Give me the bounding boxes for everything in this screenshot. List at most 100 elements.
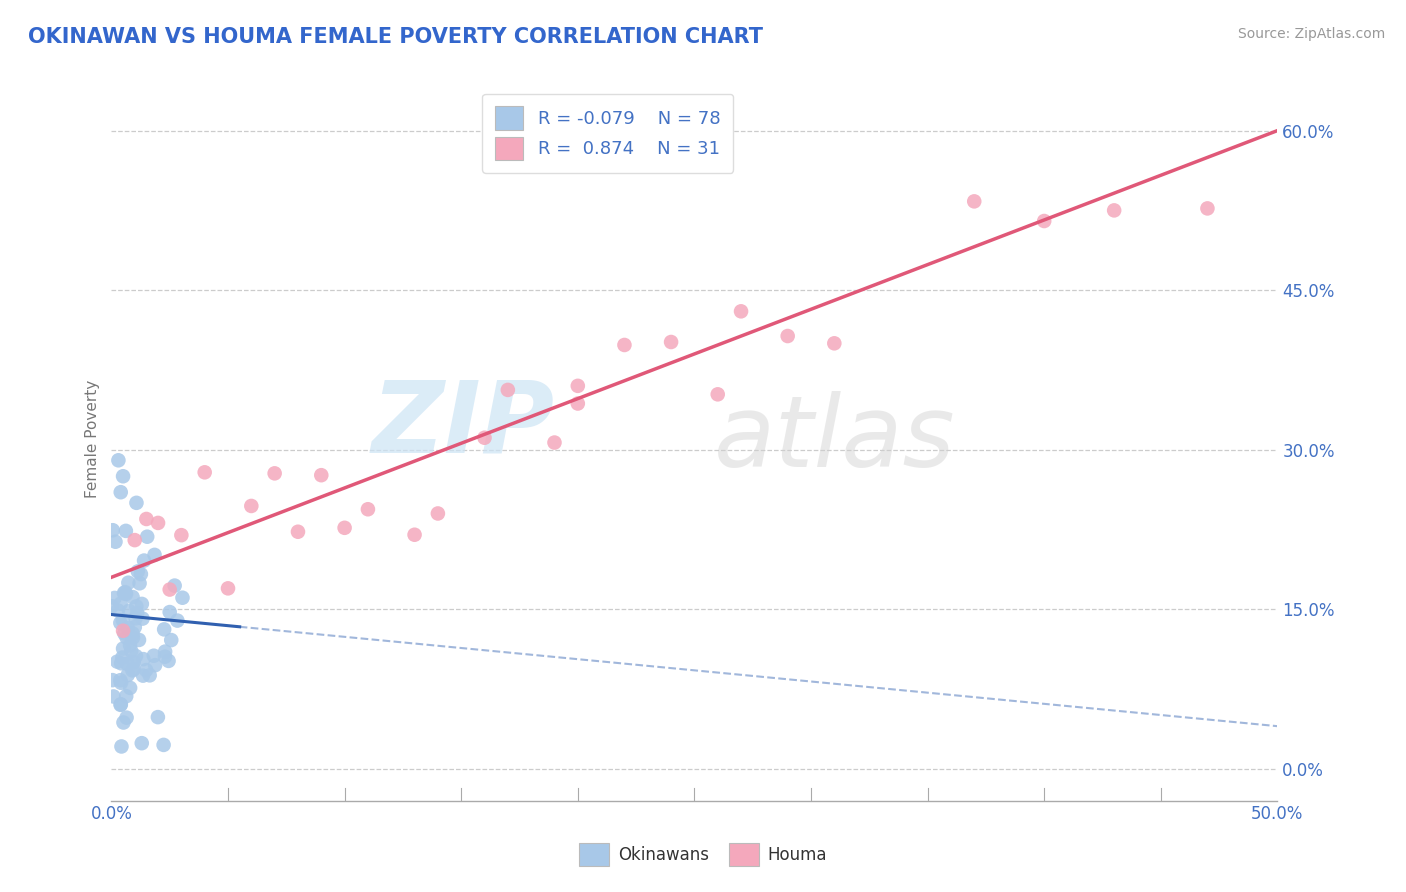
Point xyxy=(112,641,135,656)
Point xyxy=(125,599,148,614)
Point xyxy=(153,644,176,658)
Point xyxy=(112,469,135,483)
Point xyxy=(357,502,380,516)
Point xyxy=(163,578,186,592)
Point xyxy=(110,597,132,611)
Point xyxy=(128,632,150,647)
Point xyxy=(287,524,309,539)
Point xyxy=(124,611,146,625)
Point xyxy=(131,597,153,611)
Point xyxy=(117,575,139,590)
Point xyxy=(104,591,127,605)
Point xyxy=(426,507,449,521)
Point xyxy=(118,638,141,652)
Point xyxy=(110,739,132,754)
Point xyxy=(101,523,124,537)
Point xyxy=(118,604,141,618)
Point xyxy=(117,621,139,635)
Point xyxy=(776,329,799,343)
Point xyxy=(152,738,174,752)
Point xyxy=(217,582,239,596)
Legend: R = -0.079    N = 78, R =  0.874    N = 31: R = -0.079 N = 78, R = 0.874 N = 31 xyxy=(482,94,733,173)
Point xyxy=(136,530,159,544)
Point xyxy=(146,710,169,724)
Point xyxy=(135,512,157,526)
Point xyxy=(115,657,138,671)
Point xyxy=(474,431,496,445)
Point xyxy=(153,649,176,664)
Point xyxy=(127,607,149,621)
Point xyxy=(146,516,169,530)
Point xyxy=(112,624,135,638)
Point xyxy=(110,615,132,630)
Point xyxy=(122,662,145,676)
Point xyxy=(111,650,134,665)
Point xyxy=(125,649,148,664)
Point xyxy=(107,453,129,467)
Point xyxy=(132,668,155,682)
Point xyxy=(110,485,132,500)
Point xyxy=(112,586,135,600)
Point xyxy=(170,528,193,542)
Point xyxy=(104,534,127,549)
Point xyxy=(110,698,132,712)
Point xyxy=(263,467,285,481)
Point xyxy=(613,338,636,352)
Point xyxy=(404,527,426,541)
Point xyxy=(122,655,145,669)
Point xyxy=(115,690,138,704)
Point xyxy=(143,548,166,562)
Point xyxy=(131,736,153,750)
Point xyxy=(730,304,752,318)
Point xyxy=(159,582,181,597)
Text: atlas: atlas xyxy=(713,391,955,488)
Point xyxy=(131,612,153,626)
Point xyxy=(132,553,155,567)
Point xyxy=(101,599,124,614)
Point xyxy=(1197,202,1219,216)
Point xyxy=(115,631,138,645)
Point xyxy=(110,657,132,671)
Point xyxy=(121,664,143,678)
Point xyxy=(125,496,148,510)
Point xyxy=(121,590,143,604)
Text: Source: ZipAtlas.com: Source: ZipAtlas.com xyxy=(1237,27,1385,41)
Point xyxy=(567,396,589,410)
Point xyxy=(121,626,143,640)
Point xyxy=(120,644,142,658)
Text: ZIP: ZIP xyxy=(371,376,554,473)
Point xyxy=(1102,203,1125,218)
Point xyxy=(142,648,165,663)
Point xyxy=(659,334,682,349)
Point xyxy=(153,623,176,637)
Point xyxy=(159,605,181,619)
Point xyxy=(101,673,124,687)
Point xyxy=(143,658,166,673)
Point xyxy=(132,652,155,666)
Point xyxy=(115,587,138,601)
Point xyxy=(138,668,160,682)
Point xyxy=(124,620,146,634)
Point xyxy=(157,654,180,668)
Point xyxy=(122,631,145,645)
Point xyxy=(112,626,135,640)
Point xyxy=(823,336,845,351)
Point xyxy=(333,521,356,535)
Point xyxy=(110,675,132,690)
Point xyxy=(112,715,135,730)
Text: OKINAWAN VS HOUMA FEMALE POVERTY CORRELATION CHART: OKINAWAN VS HOUMA FEMALE POVERTY CORRELA… xyxy=(28,27,763,46)
Y-axis label: Female Poverty: Female Poverty xyxy=(86,380,100,498)
Point xyxy=(111,613,134,627)
Point xyxy=(117,668,139,682)
Point xyxy=(543,435,565,450)
Point xyxy=(103,690,125,704)
Point xyxy=(311,468,333,483)
Point xyxy=(1033,214,1056,228)
Point xyxy=(110,698,132,712)
Point xyxy=(567,379,589,393)
Legend: Okinawans, Houma: Okinawans, Houma xyxy=(572,836,834,873)
Point xyxy=(114,585,136,599)
Point xyxy=(124,533,146,548)
Point xyxy=(135,663,157,677)
Point xyxy=(240,499,263,513)
